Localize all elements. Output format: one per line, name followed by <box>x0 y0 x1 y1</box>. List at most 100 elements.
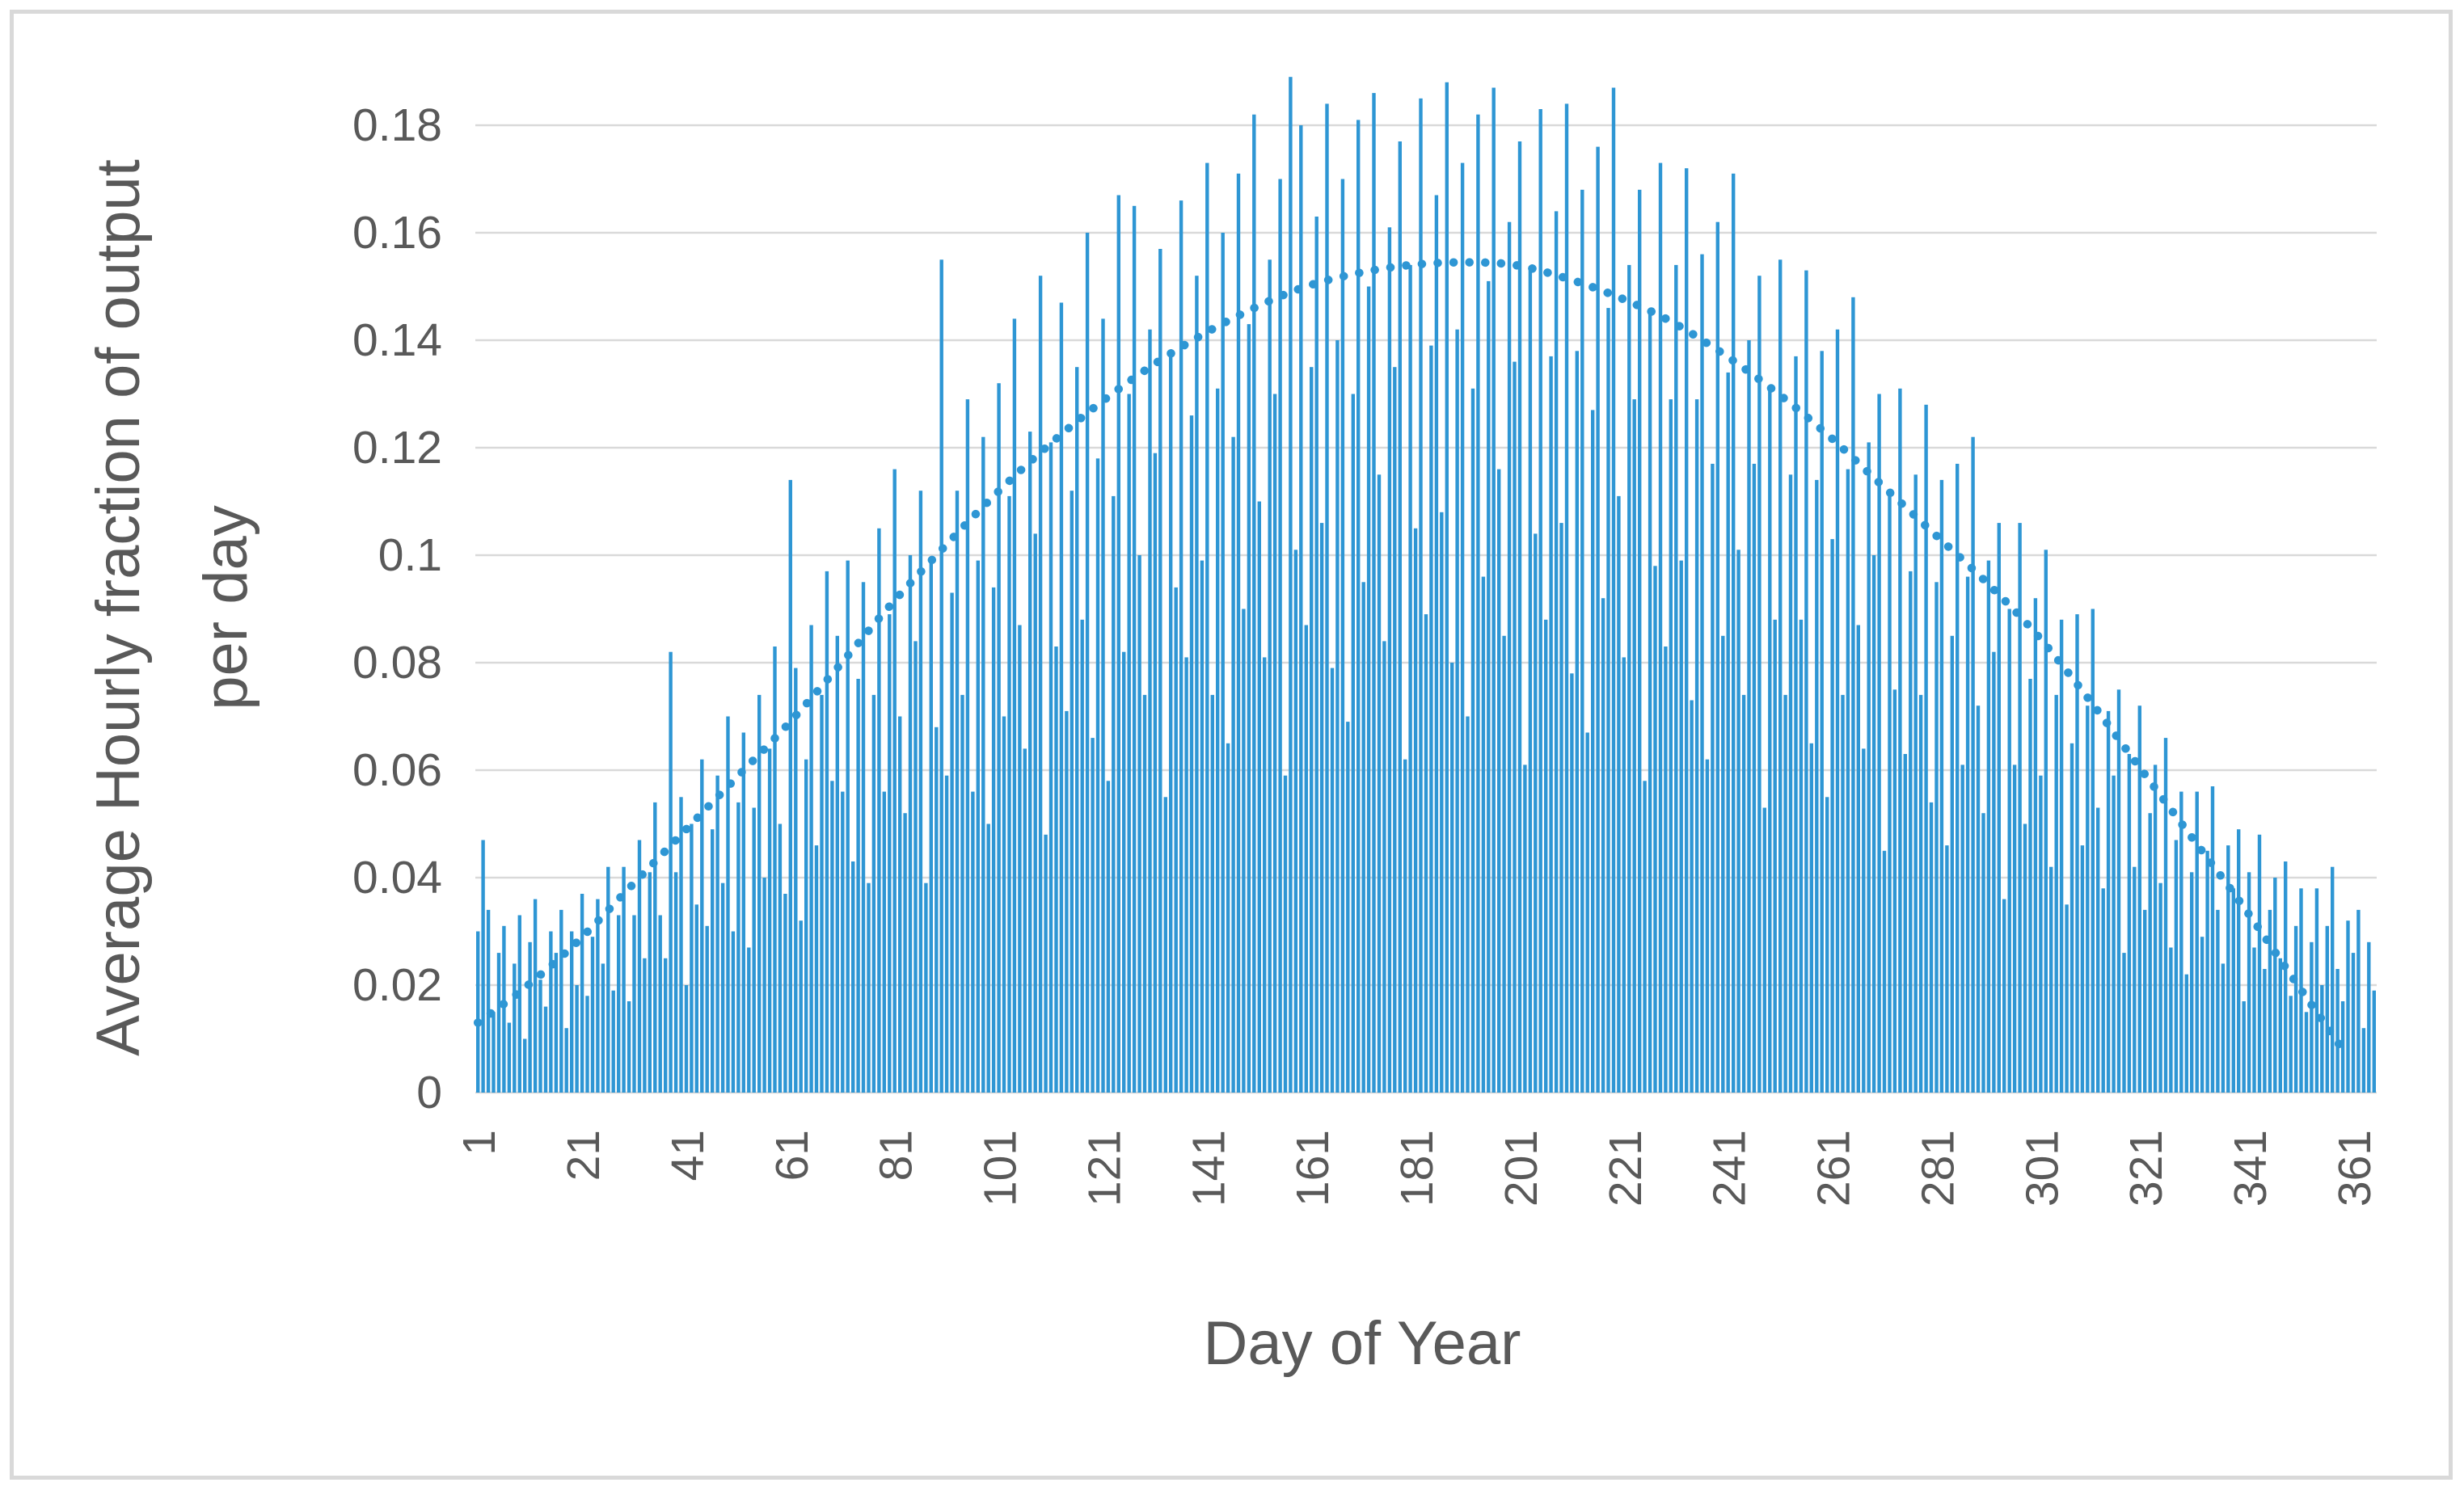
bar <box>1580 189 1584 1093</box>
bar <box>1950 635 1954 1093</box>
bar <box>1591 410 1595 1093</box>
y-tick-label: 0.04 <box>352 852 442 903</box>
bar <box>1221 233 1225 1093</box>
bar <box>1429 345 1433 1093</box>
bar <box>971 791 975 1093</box>
bar <box>1544 619 1548 1093</box>
bar <box>1986 560 1991 1093</box>
bar <box>2127 754 2132 1093</box>
bar <box>1044 834 1048 1093</box>
bar <box>1085 233 1090 1093</box>
bar <box>1538 109 1542 1093</box>
bar <box>898 716 902 1093</box>
bar <box>944 775 949 1093</box>
bar <box>2284 861 2288 1093</box>
bar <box>1419 98 1423 1093</box>
bar <box>1163 797 1167 1093</box>
bar <box>1862 748 1866 1093</box>
bar <box>1549 356 1553 1093</box>
bar <box>1788 474 1793 1093</box>
bar <box>726 716 730 1093</box>
bar <box>1648 313 1652 1093</box>
bar <box>2116 689 2121 1093</box>
bar <box>1965 576 1970 1093</box>
bar <box>1137 555 1141 1093</box>
bar <box>1976 705 1981 1093</box>
bar <box>700 759 704 1093</box>
bar <box>1507 221 1512 1093</box>
bar <box>2059 619 2064 1093</box>
bar <box>1278 179 1282 1093</box>
bar <box>502 925 506 1093</box>
bar <box>1570 673 1574 1093</box>
bar <box>1815 479 1819 1093</box>
bar <box>1700 254 1704 1093</box>
bar <box>1918 694 1923 1093</box>
bar <box>673 872 678 1093</box>
bar <box>2122 953 2126 1093</box>
bar <box>2101 888 2105 1093</box>
bar <box>523 1038 527 1093</box>
bar <box>2361 1028 2366 1093</box>
bar <box>543 1006 548 1093</box>
x-axis-title: Day of Year <box>1204 1309 1521 1378</box>
bar <box>731 931 736 1093</box>
x-tick-label: 361 <box>2329 1130 2381 1207</box>
bar <box>2278 958 2282 1093</box>
bar <box>1148 329 1152 1093</box>
y-tick-label: 0.08 <box>352 637 442 689</box>
bar <box>2247 872 2251 1093</box>
bar <box>1877 394 1881 1093</box>
y-tick-label: 0.1 <box>378 529 442 581</box>
bar <box>908 555 913 1093</box>
bar <box>2346 920 2350 1093</box>
bar <box>736 802 740 1093</box>
bar <box>2039 775 2043 1093</box>
bar <box>1481 576 1486 1093</box>
bar <box>1236 173 1241 1093</box>
bar <box>903 813 907 1093</box>
bar <box>877 528 881 1093</box>
bar <box>2356 909 2361 1093</box>
bar <box>1382 641 1386 1093</box>
bar <box>648 872 652 1093</box>
bar <box>1534 533 1538 1093</box>
bar <box>1752 463 1757 1093</box>
bar <box>2289 996 2293 1093</box>
bar <box>1158 249 1162 1093</box>
bar <box>825 571 829 1093</box>
bar <box>1757 276 1762 1093</box>
bar <box>2252 947 2256 1093</box>
bar <box>1596 146 1600 1093</box>
bar <box>851 861 855 1093</box>
bar <box>1799 619 1804 1093</box>
bar <box>997 383 1001 1093</box>
bar <box>913 641 918 1093</box>
x-tick-label: 61 <box>766 1130 818 1181</box>
bar <box>767 748 772 1093</box>
x-tick-label: 141 <box>1183 1130 1234 1207</box>
bar <box>1059 302 1064 1093</box>
bar <box>1304 625 1308 1093</box>
bar <box>1377 474 1382 1093</box>
bar <box>1888 495 1892 1093</box>
bar <box>533 899 538 1093</box>
bar <box>1513 361 1517 1093</box>
bar <box>861 582 866 1093</box>
bar <box>935 727 939 1093</box>
bar <box>1127 394 1131 1093</box>
bar <box>1627 264 1631 1093</box>
bar <box>2018 523 2022 1093</box>
bar <box>643 958 647 1093</box>
y-tick-label: 0 <box>416 1067 442 1118</box>
bar <box>1095 458 1100 1093</box>
bar <box>1794 356 1798 1093</box>
bar <box>1825 797 1829 1093</box>
bar <box>2179 791 2183 1093</box>
bar <box>590 937 595 1093</box>
bar <box>1617 495 1621 1093</box>
y-axis-tick-labels: 0 0.02 0.04 0.06 0.08 0.1 0.12 0.14 0.16 0.18 <box>352 99 442 1118</box>
bar <box>846 560 850 1093</box>
bar <box>1283 775 1288 1093</box>
